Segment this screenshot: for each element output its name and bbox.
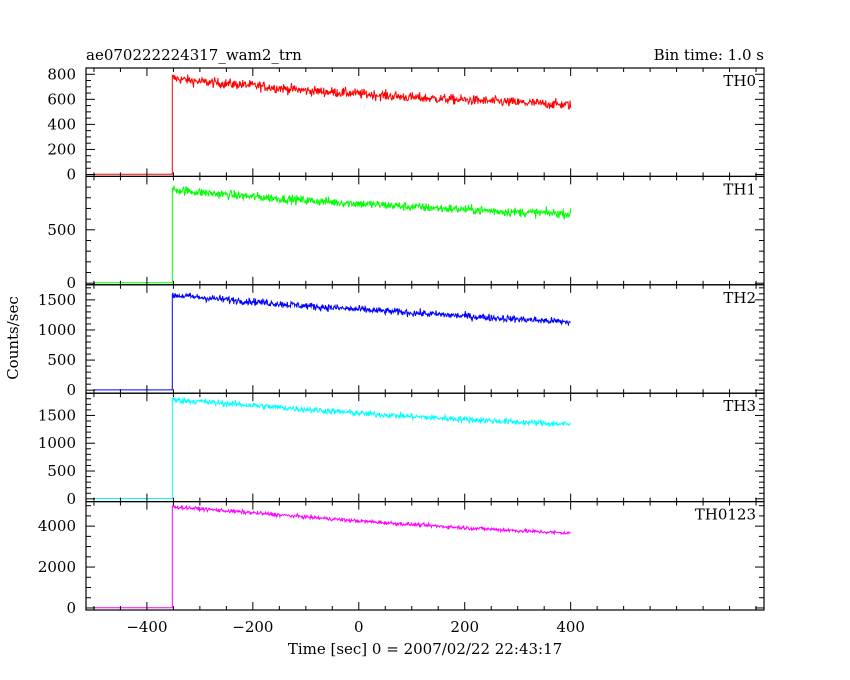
- y-tick-label: 1000: [38, 321, 76, 339]
- x-tick-label: −200: [232, 618, 273, 636]
- panel-th2: 0 500 1000 1500 TH2: [38, 284, 765, 399]
- x-tick-label: 0: [354, 618, 364, 636]
- y-tick-label: 500: [47, 351, 76, 369]
- panel-frame: [85, 284, 765, 394]
- panel-label-th3: TH3: [723, 397, 756, 415]
- y-axis-label: Counts/sec: [4, 296, 22, 380]
- panel-frame: [85, 67, 765, 178]
- panel-label-th1: TH1: [723, 180, 756, 198]
- x-tick-label: 400: [556, 618, 585, 636]
- panel-stack: 0 200 400 600 800 TH0 0 500 TH1 0 500 1000 1500 TH2 0 5…: [38, 65, 765, 636]
- panel-frame: [85, 392, 765, 503]
- panel-th0123: 0 2000 4000 TH0123: [38, 501, 765, 617]
- y-tick-label: 1500: [38, 291, 76, 309]
- y-tick-label: 0: [66, 166, 76, 184]
- light-curve-th0123: [93, 504, 571, 609]
- y-tick-label: 600: [47, 90, 76, 108]
- light-curve-th1: [93, 185, 572, 284]
- panel-th0: 0 200 400 600 800 TH0: [47, 65, 765, 184]
- x-axis-label: Time [sec] 0 = 2007/02/22 22:43:17: [288, 640, 562, 658]
- y-tick-label: 500: [47, 221, 76, 239]
- x-tick-label: −400: [126, 618, 167, 636]
- y-tick-label: 2000: [38, 558, 76, 576]
- y-tick-label: 1500: [38, 406, 76, 424]
- light-curve-th0: [93, 74, 572, 175]
- y-tick-label: 0: [66, 274, 76, 292]
- y-tick-label: 1000: [38, 434, 76, 452]
- y-tick-label: 400: [47, 115, 76, 133]
- y-tick-label: 4000: [38, 517, 76, 535]
- y-tick-label: 0: [66, 490, 76, 508]
- y-tick-label: 800: [47, 65, 76, 83]
- panel-th1: 0 500 TH1: [47, 175, 765, 292]
- light-curve-th3: [93, 396, 571, 499]
- bin-time-label: Bin time: 1.0 s: [654, 46, 764, 64]
- y-tick-label: 200: [47, 140, 76, 158]
- panel-label-th0123: TH0123: [695, 506, 756, 524]
- chart-title: ae070222224317_wam2_trn: [86, 46, 302, 64]
- panel-th3: 0 500 1000 1500 TH3: [38, 392, 765, 508]
- light-curve-th2: [93, 292, 571, 391]
- y-tick-label: 500: [47, 462, 76, 480]
- x-tick-label: 200: [450, 618, 479, 636]
- panel-frame: [85, 501, 765, 611]
- panel-label-th2: TH2: [723, 289, 756, 307]
- panel-label-th0: TH0: [723, 72, 756, 90]
- y-tick-label: 0: [66, 381, 76, 399]
- y-tick-label: 0: [66, 599, 76, 617]
